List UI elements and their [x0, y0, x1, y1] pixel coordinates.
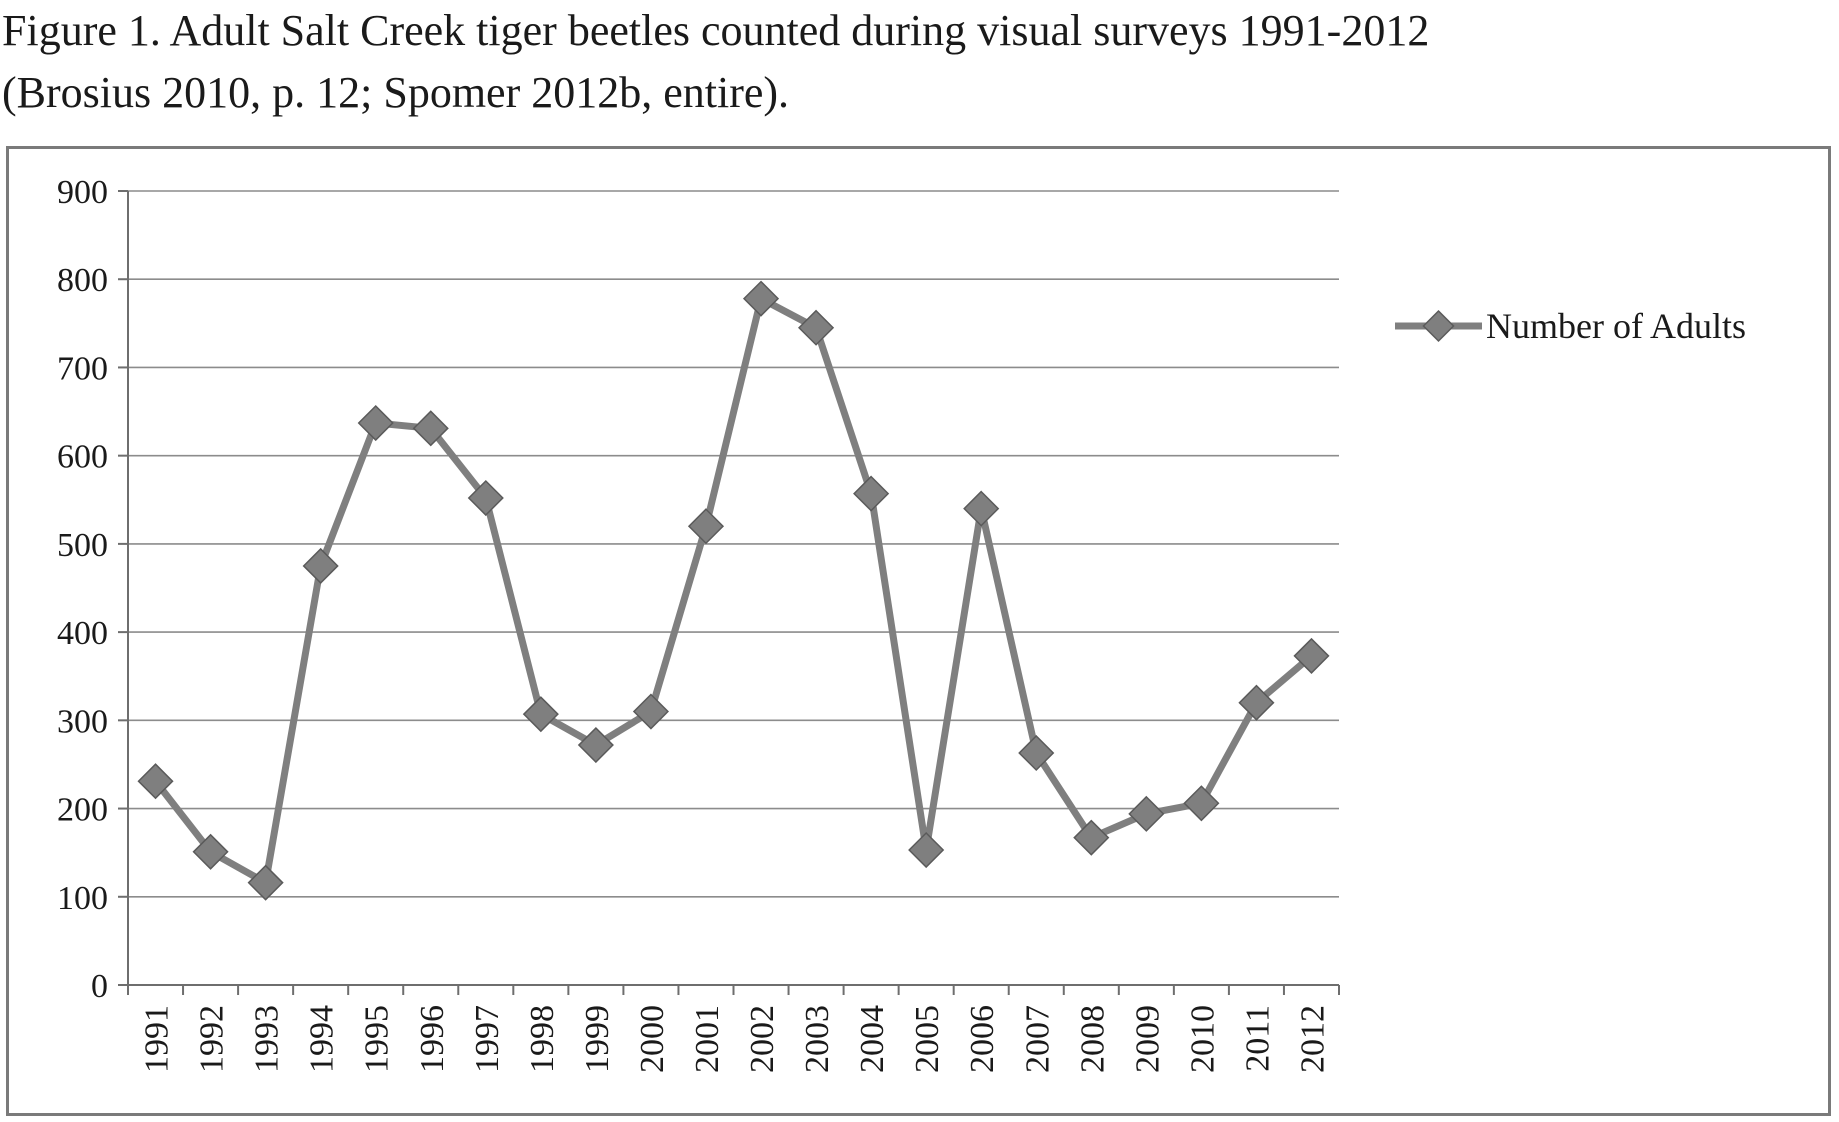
series-layer: [137, 280, 1330, 901]
x-tick-label: 2006: [964, 1005, 1001, 1073]
legend-marker: [1422, 309, 1455, 343]
data-point: [798, 309, 835, 346]
figure-caption: Figure 1. Adult Salt Creek tiger beetles…: [2, 0, 1832, 124]
y-tick-label: 400: [57, 615, 108, 652]
x-tick-label: 2009: [1129, 1005, 1166, 1073]
data-point: [137, 763, 174, 800]
x-tick-label: 1997: [469, 1005, 506, 1073]
y-tick-label: 200: [57, 792, 108, 829]
x-tick-label: 2010: [1184, 1005, 1221, 1073]
x-tick-label: 2008: [1074, 1005, 1111, 1073]
x-tick-label: 1994: [304, 1005, 341, 1073]
x-tick-label: 2000: [634, 1005, 671, 1073]
axes: [118, 190, 1340, 995]
x-tick-label: 1996: [414, 1005, 451, 1073]
data-point: [302, 547, 339, 585]
caption-line-1: Figure 1. Adult Salt Creek tiger beetles…: [2, 6, 1430, 55]
x-axis-tick-labels: 1991 1992 1993 1994 1995 1996 1997 1998 1999 2000…: [139, 1005, 1332, 1073]
gridlines: [128, 190, 1339, 898]
x-tick-label: 1998: [524, 1005, 561, 1073]
x-tick-label: 2005: [909, 1005, 946, 1073]
data-point: [247, 864, 284, 901]
x-tick-label: 2003: [799, 1005, 836, 1073]
y-tick-label: 600: [57, 439, 108, 476]
x-tick-label: 1993: [249, 1005, 286, 1073]
x-tick-label: 1991: [139, 1005, 176, 1073]
y-tick-label: 0: [91, 968, 108, 1005]
series-line: [152, 295, 1315, 887]
y-tick-label: 900: [57, 174, 108, 211]
data-point: [742, 280, 780, 317]
x-tick-label: 2012: [1294, 1005, 1331, 1073]
data-point: [1238, 684, 1275, 721]
data-point: [908, 831, 945, 869]
y-axis-tick-labels: 0 100 200 300 400 500 600 700 800 900: [57, 174, 108, 1005]
data-point: [1183, 785, 1220, 822]
data-point: [963, 490, 1000, 527]
x-tick-label: 1999: [579, 1005, 616, 1073]
x-tick-label: 2011: [1239, 1005, 1276, 1072]
y-tick-label: 300: [57, 703, 108, 740]
legend-label: Number of Adults: [1486, 306, 1746, 346]
data-point: [1293, 637, 1330, 674]
x-tick-label: 2007: [1019, 1005, 1056, 1073]
data-point: [1128, 795, 1165, 832]
y-tick-label: 100: [57, 880, 108, 917]
y-tick-label: 500: [57, 527, 108, 564]
x-tick-label: 2004: [854, 1005, 891, 1073]
data-point: [1073, 819, 1110, 856]
data-point: [192, 833, 229, 870]
x-tick-label: 2002: [744, 1005, 781, 1073]
data-point: [357, 404, 394, 442]
data-point: [522, 696, 559, 733]
x-tick-label: 1992: [194, 1005, 231, 1073]
data-point: [632, 693, 669, 730]
y-tick-label: 800: [57, 262, 108, 299]
data-point: [1018, 734, 1055, 772]
x-tick-label: 2001: [689, 1005, 726, 1073]
data-point: [577, 726, 614, 764]
legend: Number of Adults: [1395, 306, 1746, 346]
data-point: [467, 479, 504, 517]
y-tick-label: 700: [57, 350, 108, 387]
x-tick-label: 1995: [359, 1005, 396, 1073]
data-point: [412, 410, 449, 447]
data-point: [853, 475, 890, 512]
data-point: [687, 508, 725, 545]
caption-line-2: (Brosius 2010, p. 12; Spomer 2012b, enti…: [2, 68, 790, 117]
